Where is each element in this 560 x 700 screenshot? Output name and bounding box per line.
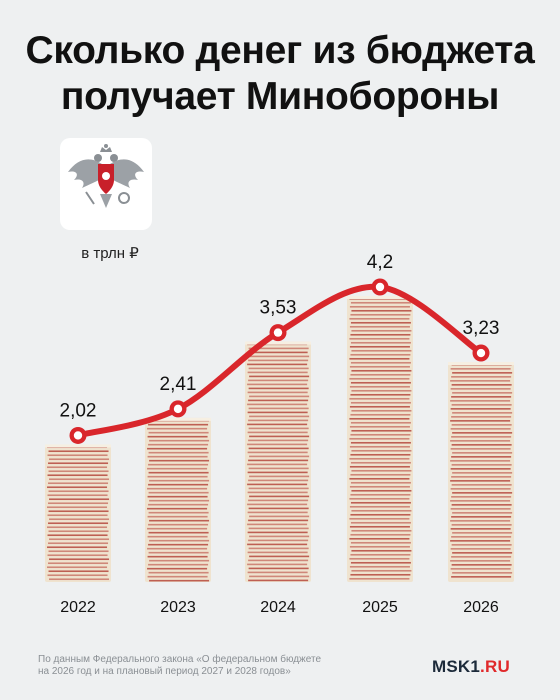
value-label-2026: 3,23 bbox=[463, 318, 500, 339]
title-line-2: получает Минобороны bbox=[60, 75, 500, 118]
bar-2024 bbox=[245, 341, 311, 582]
category-label-2022: 2022 bbox=[60, 599, 96, 616]
title-line-1: Сколько денег из бюджета bbox=[25, 29, 535, 72]
value-label-2024: 3,53 bbox=[260, 298, 297, 319]
brand-logo-domain: .RU bbox=[480, 657, 510, 676]
category-label-2023: 2023 bbox=[160, 599, 196, 616]
page-title: Сколько денег из бюджета получает Минобо… bbox=[0, 28, 560, 120]
bar-2022 bbox=[45, 444, 111, 582]
source-footnote: По данным Федерального закона «О федерал… bbox=[38, 654, 378, 678]
category-label-2024: 2024 bbox=[260, 599, 296, 616]
footnote-line-1: По данным Федерального закона «О федерал… bbox=[38, 654, 322, 665]
bar-2026 bbox=[448, 362, 514, 582]
bar-2025 bbox=[347, 295, 413, 582]
bar-2023 bbox=[145, 417, 211, 582]
value-label-2025: 4,2 bbox=[367, 252, 393, 273]
value-label-2023: 2,41 bbox=[160, 374, 197, 395]
double-headed-eagle-emblem-icon bbox=[68, 144, 144, 208]
footnote-line-2: на 2026 год и на плановый период 2027 и … bbox=[38, 666, 291, 677]
category-label-2026: 2026 bbox=[463, 599, 499, 616]
bars bbox=[45, 295, 514, 582]
brand-logo[interactable]: MSK1.RU bbox=[432, 657, 510, 677]
category-label-2025: 2025 bbox=[362, 599, 398, 616]
value-label-2022: 2,02 bbox=[60, 400, 97, 421]
brand-logo-main: MSK1 bbox=[432, 657, 481, 676]
emblem-badge bbox=[60, 138, 152, 230]
unit-label: в трлн ₽ bbox=[81, 245, 139, 262]
